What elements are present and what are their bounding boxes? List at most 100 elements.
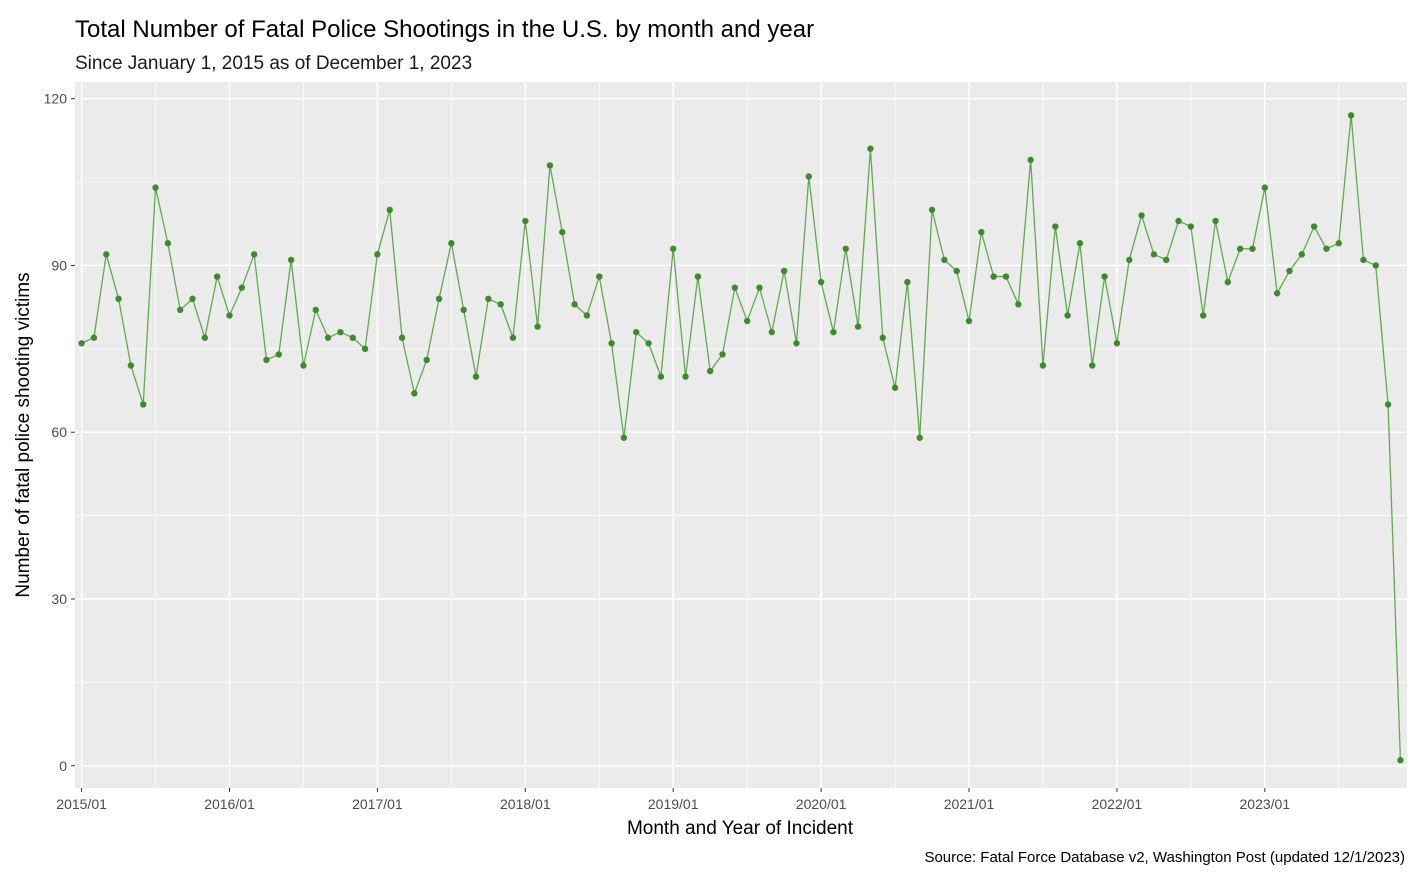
data-point xyxy=(115,295,122,302)
grid-lines xyxy=(75,82,1407,788)
data-point xyxy=(1347,112,1355,119)
data-point xyxy=(1236,245,1244,252)
data-point xyxy=(793,340,800,347)
data-point xyxy=(928,206,936,214)
chart-caption: Source: Fatal Force Database v2, Washing… xyxy=(924,849,1405,866)
data-point xyxy=(1310,223,1318,230)
y-tick-label: 30 xyxy=(51,591,67,607)
data-point xyxy=(559,228,566,236)
data-point xyxy=(509,334,517,341)
data-point xyxy=(1150,251,1158,258)
data-point xyxy=(867,145,874,152)
data-point xyxy=(706,367,714,375)
data-point xyxy=(645,340,652,347)
data-point xyxy=(620,434,628,441)
data-point xyxy=(312,306,319,314)
data-point xyxy=(1323,245,1330,252)
y-tick-label: 90 xyxy=(51,257,67,273)
chart-title: Total Number of Fatal Police Shootings i… xyxy=(75,16,814,43)
data-point xyxy=(916,434,923,441)
data-point xyxy=(337,328,344,336)
x-tick-label: 2018/01 xyxy=(500,796,551,812)
data-point xyxy=(694,273,702,280)
data-point xyxy=(1126,256,1133,264)
y-axis-title: Number of fatal police shooting victims xyxy=(13,272,34,597)
data-point xyxy=(411,390,418,397)
data-point xyxy=(226,312,233,319)
x-tick-label: 2022/01 xyxy=(1092,796,1143,812)
data-point xyxy=(583,312,591,319)
x-tick-label: 2019/01 xyxy=(648,796,699,812)
data-point xyxy=(965,317,973,325)
data-point xyxy=(1015,301,1022,308)
data-point xyxy=(1101,273,1108,280)
data-point xyxy=(817,278,825,286)
data-point xyxy=(571,301,578,308)
data-point xyxy=(854,323,862,330)
data-point xyxy=(1249,245,1256,252)
data-point xyxy=(140,401,147,408)
data-point xyxy=(386,206,393,214)
data-point xyxy=(398,334,406,341)
data-point xyxy=(780,267,788,275)
data-point xyxy=(1002,273,1010,280)
data-point xyxy=(497,301,504,308)
data-point xyxy=(1212,217,1219,225)
data-point xyxy=(633,328,640,336)
x-tick-label: 2021/01 xyxy=(944,796,995,812)
data-point xyxy=(374,251,381,258)
data-point xyxy=(1076,240,1084,247)
data-point xyxy=(287,256,295,264)
data-point xyxy=(152,184,159,191)
data-point xyxy=(1384,401,1392,408)
x-axis: 2015/01 2016/01 2017/01 2018/01 2019/01 2020/… xyxy=(56,788,1290,812)
data-point xyxy=(1175,217,1182,225)
series-points xyxy=(78,112,1404,764)
data-point xyxy=(990,273,997,280)
data-point xyxy=(263,356,270,364)
data-point xyxy=(189,295,196,302)
data-point xyxy=(1187,223,1195,230)
data-point xyxy=(534,323,541,330)
data-point xyxy=(300,362,307,369)
data-point xyxy=(177,306,184,314)
y-tick-label: 0 xyxy=(59,758,67,774)
data-point xyxy=(941,256,948,264)
data-point xyxy=(978,228,985,236)
data-point xyxy=(361,345,369,353)
data-point xyxy=(1372,262,1379,269)
data-point xyxy=(1360,256,1367,264)
data-point xyxy=(472,373,480,380)
data-point xyxy=(1089,362,1096,369)
data-point xyxy=(522,217,529,225)
data-point xyxy=(805,173,812,180)
data-point xyxy=(682,373,689,380)
y-tick-label: 120 xyxy=(44,91,68,107)
data-point xyxy=(842,245,849,252)
data-point xyxy=(164,240,172,247)
y-axis: 0 30 60 90 120 xyxy=(44,91,75,774)
data-point xyxy=(768,328,776,336)
data-point xyxy=(238,284,246,291)
data-point xyxy=(275,351,282,358)
data-point xyxy=(448,240,455,247)
data-point xyxy=(1039,362,1047,369)
data-point xyxy=(1052,223,1059,230)
data-point xyxy=(891,384,899,391)
x-tick-label: 2017/01 xyxy=(352,796,403,812)
data-point xyxy=(756,284,763,291)
data-point xyxy=(904,278,911,286)
data-point xyxy=(546,162,554,169)
chart-subtitle: Since January 1, 2015 as of December 1, … xyxy=(75,53,472,74)
data-point xyxy=(1273,290,1281,297)
data-point xyxy=(90,334,98,341)
data-point xyxy=(596,273,603,280)
y-tick-label: 60 xyxy=(51,424,67,440)
data-point xyxy=(324,334,332,341)
data-point xyxy=(1298,251,1306,258)
data-point xyxy=(1200,312,1207,319)
data-point xyxy=(103,251,110,258)
x-axis-title: Month and Year of Incident xyxy=(627,818,854,839)
data-point xyxy=(1163,256,1170,264)
